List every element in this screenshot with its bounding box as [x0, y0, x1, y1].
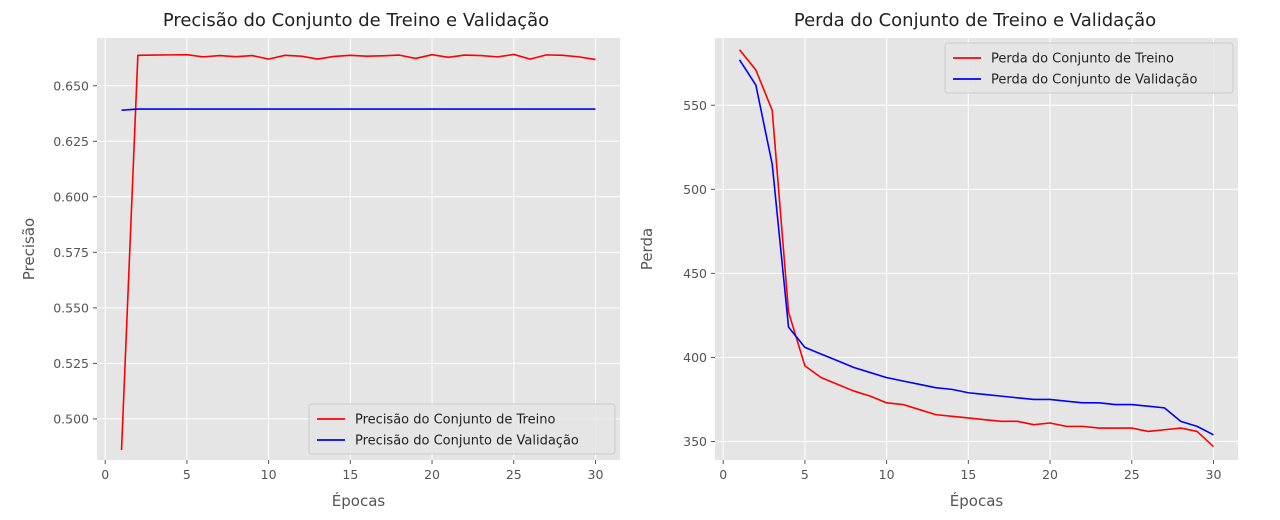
x-tick-label: 0 [101, 467, 109, 482]
y-tick-label: 0.650 [53, 78, 89, 93]
x-tick-label: 15 [342, 467, 358, 482]
legend-box [944, 42, 1234, 94]
legend: Perda do Conjunto de Treino Perda do Conj… [944, 42, 1234, 94]
x-axis-label: Épocas [332, 491, 386, 510]
legend-label: Perda do Conjunto de Treino [991, 52, 1174, 67]
x-tick-label: 25 [1124, 467, 1140, 482]
x-tick-label: 25 [506, 467, 522, 482]
x-tick-label: 20 [1042, 467, 1058, 482]
accuracy-chart: 0 5 10 15 20 25 30 0.500 0.525 0.550 0.575 0.600 0.6… [20, 10, 620, 510]
legend-label: Perda do Conjunto de Validação [991, 73, 1198, 88]
chart-title: Perda do Conjunto de Treino e Validação [794, 10, 1156, 31]
x-axis-label: Épocas [950, 491, 1004, 510]
series-line-train [120, 53, 596, 451]
y-axis-label: Precisão [20, 218, 38, 280]
y-tick-label: 400 [683, 350, 707, 365]
x-tick-label: 10 [879, 467, 895, 482]
y-tick-label: 0.500 [53, 411, 89, 426]
y-tick-label: 550 [683, 98, 707, 113]
y-tick-label: 0.525 [53, 356, 89, 371]
y-axis-label: Perda [638, 228, 656, 270]
x-tick-label: 5 [801, 467, 809, 482]
x-tick-label: 10 [261, 467, 277, 482]
grid [715, 38, 1238, 460]
y-tick-label: 0.550 [53, 300, 89, 315]
x-tick-label: 30 [588, 467, 604, 482]
series-line-validation [738, 59, 1214, 436]
y-tick-label: 450 [683, 266, 707, 281]
y-tick-label: 500 [683, 182, 707, 197]
series-line-train [738, 49, 1215, 448]
x-tick-label: 20 [424, 467, 440, 482]
legend-box [308, 403, 616, 455]
y-tick-label: 350 [683, 434, 707, 449]
series-line-validation [121, 108, 596, 111]
x-tick-label: 5 [183, 467, 191, 482]
loss-chart: 0 5 10 15 20 25 30 350 400 450 500 550 Perda do Conj… [638, 10, 1238, 510]
y-tick-label: 0.600 [53, 189, 89, 204]
legend-label: Precisão do Conjunto de Treino [355, 413, 555, 428]
y-tick-label: 0.625 [53, 134, 89, 149]
chart-title: Precisão do Conjunto de Treino e Validaç… [163, 10, 549, 31]
x-tick-label: 0 [719, 467, 727, 482]
y-tick-label: 0.575 [53, 245, 89, 260]
legend-label: Precisão do Conjunto de Validação [355, 434, 579, 449]
plot-area [715, 38, 1238, 460]
x-tick-label: 30 [1206, 467, 1222, 482]
plot-area [97, 38, 620, 460]
legend: Precisão do Conjunto de Treino Precisão d… [308, 403, 616, 455]
x-tick-label: 15 [960, 467, 976, 482]
